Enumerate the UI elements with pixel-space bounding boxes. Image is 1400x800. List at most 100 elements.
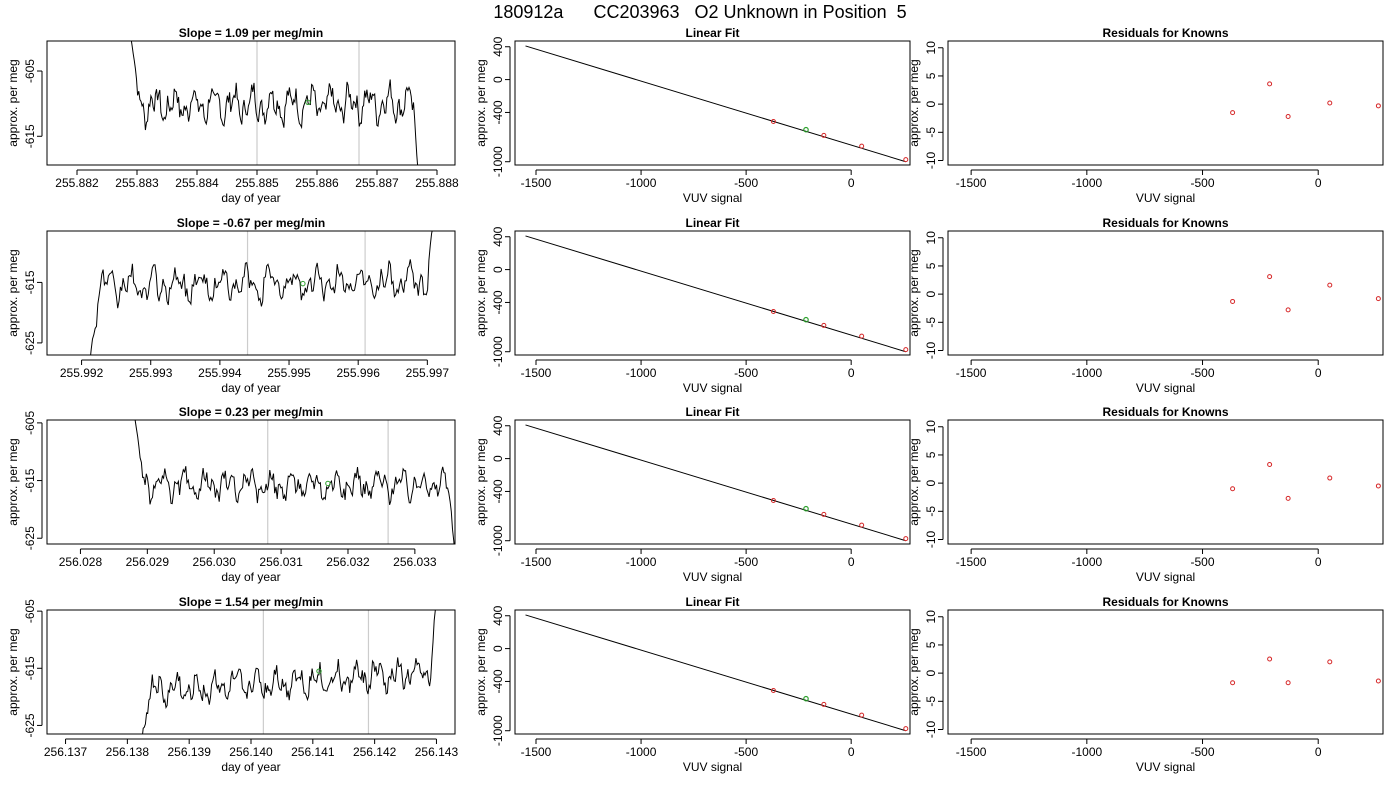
x-tick-label: 256.030 — [193, 555, 237, 569]
known-point — [770, 308, 776, 314]
residual-point — [1285, 495, 1291, 501]
residual-point — [1230, 680, 1236, 686]
unknown-point — [305, 99, 311, 106]
x-tick-label: 256.028 — [59, 555, 103, 569]
y-tick-label: -625 — [23, 526, 37, 550]
plot-area — [525, 614, 909, 732]
x-tick-label: 256.029 — [126, 555, 170, 569]
y-axis-label: approx. per meg — [907, 628, 921, 715]
x-tick-label: 255.997 — [406, 366, 450, 380]
x-tick-label: -1000 — [626, 745, 657, 759]
known-point — [903, 157, 909, 163]
x-tick-label: 255.887 — [355, 176, 399, 190]
plot-area — [525, 424, 909, 542]
x-tick-label: 256.140 — [229, 745, 273, 759]
y-tick-label: -615 — [23, 124, 37, 148]
panel-title: Residuals for Knowns — [1102, 405, 1228, 419]
unknown-point — [325, 480, 331, 487]
x-tick-label: 256.141 — [291, 745, 335, 759]
y-tick-label: -10 — [924, 341, 938, 359]
x-tick-label: 255.993 — [129, 366, 173, 380]
x-tick-label: 256.137 — [44, 745, 88, 759]
fit-panel-row-2: Linear Fit -1500 -1000 -500 0 VUV signal 400 0 -… — [474, 216, 911, 395]
y-axis-label: approx. per meg — [474, 59, 488, 146]
x-tick-label: 0 — [1315, 555, 1322, 569]
residual-point — [1285, 114, 1291, 120]
y-tick-label: 5 — [924, 72, 938, 79]
x-axis-label: VUV signal — [1136, 760, 1195, 774]
fit-line — [525, 424, 906, 542]
y-tick-label: -605 — [23, 599, 37, 623]
residual-point — [1375, 296, 1381, 302]
y-tick-label: -615 — [23, 468, 37, 492]
x-tick-label: -500 — [734, 555, 758, 569]
known-point — [859, 522, 865, 528]
y-tick-label: -400 — [491, 290, 505, 314]
x-tick-label: -1500 — [521, 745, 552, 759]
panel-title: Residuals for Knowns — [1102, 26, 1228, 40]
y-tick-label: 5 — [924, 641, 938, 648]
panel-title: Residuals for Knowns — [1102, 216, 1228, 230]
x-tick-label: -1500 — [956, 176, 987, 190]
plot-frame — [46, 419, 456, 545]
y-tick-label: 0 — [491, 645, 505, 652]
plot-frame — [947, 230, 1384, 356]
x-tick-label: -1000 — [1071, 555, 1102, 569]
y-axis-label: approx. per meg — [474, 628, 488, 715]
x-tick-label: 255.888 — [415, 176, 459, 190]
panel-title: Slope = 1.09 per meg/min — [179, 26, 323, 40]
y-tick-label: -605 — [23, 59, 37, 83]
unknown-point — [803, 505, 809, 512]
x-tick-label: -1500 — [521, 555, 552, 569]
plot-frame — [514, 40, 911, 166]
residual-point — [1230, 298, 1236, 304]
x-tick-label: -500 — [1191, 745, 1215, 759]
known-point — [903, 726, 909, 732]
y-tick-label: 10 — [924, 420, 938, 434]
plot-frame — [46, 40, 456, 166]
x-tick-label: -1000 — [1071, 366, 1102, 380]
x-axis-label: day of year — [221, 760, 280, 774]
x-tick-label: -1500 — [956, 366, 987, 380]
panel-title: Slope = 1.54 per meg/min — [179, 595, 323, 609]
residual-point — [1375, 483, 1381, 489]
known-point — [859, 143, 865, 149]
plot-frame — [46, 230, 456, 356]
trace-panel-row-2: Slope = -0.67 per meg/min 255.992 255.993 2… — [6, 216, 456, 395]
fit-panel-row-3: Linear Fit -1500 -1000 -500 0 VUV signal 400 0 -… — [474, 405, 911, 584]
x-tick-label: 255.992 — [60, 366, 104, 380]
signal-trace-line — [130, 41, 419, 165]
y-tick-label: 0 — [924, 100, 938, 107]
x-tick-label: 0 — [848, 366, 855, 380]
x-tick-label: 255.884 — [175, 176, 219, 190]
y-tick-label: -1000 — [491, 525, 505, 556]
y-tick-label: -5 — [924, 317, 938, 328]
x-axis-label: VUV signal — [683, 760, 742, 774]
x-axis-label: VUV signal — [683, 381, 742, 395]
x-tick-label: 256.032 — [326, 555, 370, 569]
fit-line — [525, 45, 906, 163]
residual-point — [1327, 475, 1333, 481]
plot-frame — [46, 609, 456, 735]
x-tick-label: 255.886 — [295, 176, 339, 190]
known-point — [903, 347, 909, 353]
y-axis-label: approx. per meg — [907, 59, 921, 146]
trace-panel-row-1: Slope = 1.09 per meg/min 255.882 255.883 25… — [6, 26, 459, 205]
known-point — [821, 511, 827, 517]
y-tick-label: 10 — [924, 231, 938, 245]
known-point — [770, 497, 776, 503]
y-axis-label: approx. per meg — [474, 249, 488, 336]
panel-title: Slope = 0.23 per meg/min — [179, 405, 323, 419]
fit-panel-row-1: Linear Fit -1500 -1000 -500 0 VUV signal 400 0 -… — [474, 26, 911, 205]
x-tick-label: 256.031 — [259, 555, 303, 569]
residual-point — [1285, 307, 1291, 313]
y-tick-label: -625 — [23, 713, 37, 737]
y-axis-label: approx. per meg — [6, 249, 20, 336]
x-tick-label: -1000 — [1071, 745, 1102, 759]
known-point — [903, 536, 909, 542]
known-point — [859, 712, 865, 718]
x-axis-label: VUV signal — [1136, 570, 1195, 584]
plot-frame — [514, 230, 911, 356]
y-axis-label: approx. per meg — [474, 438, 488, 525]
